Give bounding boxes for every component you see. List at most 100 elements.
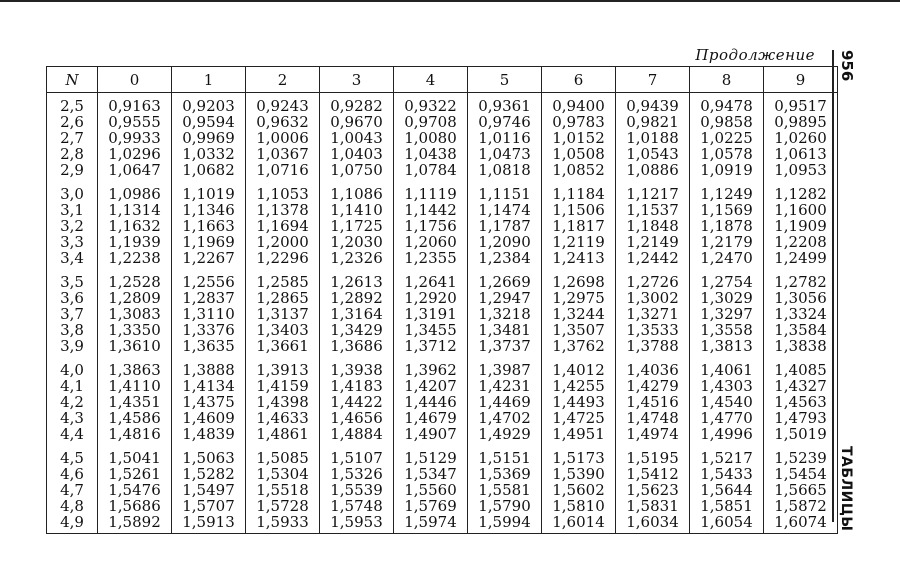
table-cell: 1,4540 [689, 394, 764, 410]
table-cell: 1,5085 [245, 445, 320, 466]
table-cell: 0,9632 [245, 114, 320, 130]
table-cell: 1,5282 [171, 466, 246, 482]
table-cell: 1,1969 [171, 234, 246, 250]
table-cell: 1,1249 [689, 181, 764, 202]
table-cell: 1,2267 [171, 250, 246, 269]
table-cell: 1,0006 [245, 130, 320, 146]
table-cell: 1,4516 [615, 394, 690, 410]
table-cell: 1,3507 [541, 322, 616, 338]
table-cell: 1,5707 [171, 498, 246, 514]
column-header: 9 [763, 66, 838, 93]
table-cell: 1,3813 [689, 338, 764, 357]
table-body: 2,5 0,9163 0,9203 0,9243 0,9282 0,9322 0,9361 0… [46, 92, 838, 534]
table-cell: 1,3403 [245, 322, 320, 338]
table-cell: 0,9933 [97, 130, 172, 146]
table-cell: 1,1151 [467, 181, 542, 202]
table-cell: 0,9282 [319, 92, 394, 114]
table-cell: 1,1939 [97, 234, 172, 250]
row-label: 4,7 [46, 482, 98, 498]
table-cell: 1,3083 [97, 306, 172, 322]
table-cell: 0,9555 [97, 114, 172, 130]
table-cell: 1,3297 [689, 306, 764, 322]
table-cell: 1,0508 [541, 146, 616, 162]
table-cell: 1,1119 [393, 181, 468, 202]
column-header: 1 [171, 66, 246, 93]
table-cell: 1,5872 [763, 498, 838, 514]
table-cell: 1,4134 [171, 378, 246, 394]
table-cell: 1,2920 [393, 290, 468, 306]
row-label: 3,8 [46, 322, 98, 338]
table-cell: 1,1410 [319, 202, 394, 218]
table-cell: 1,2809 [97, 290, 172, 306]
row-label: 3,3 [46, 234, 98, 250]
table-cell: 1,4231 [467, 378, 542, 394]
table-cell: 1,4085 [763, 357, 838, 378]
table-cell: 1,1848 [615, 218, 690, 234]
row-label: 4,8 [46, 498, 98, 514]
row-label: 2,5 [46, 92, 98, 114]
table-cell: 1,5454 [763, 466, 838, 482]
table-cell: 1,4974 [615, 426, 690, 445]
table-cell: 1,3838 [763, 338, 838, 357]
table-cell: 1,2556 [171, 269, 246, 290]
table-cell: 1,2528 [97, 269, 172, 290]
table-cell: 1,3429 [319, 322, 394, 338]
table-cell: 1,0716 [245, 162, 320, 181]
table-cell: 1,5217 [689, 445, 764, 466]
table-row: 4,2 1,4351 1,4375 1,4398 1,4422 1,4446 1,4469 1… [46, 394, 838, 410]
column-header: 2 [245, 66, 320, 93]
table-cell: 1,5665 [763, 482, 838, 498]
table-cell: 1,5623 [615, 482, 690, 498]
table-cell: 1,5412 [615, 466, 690, 482]
table-cell: 0,9969 [171, 130, 246, 146]
table-cell: 1,5063 [171, 445, 246, 466]
table-cell: 1,1217 [615, 181, 690, 202]
row-label: 2,8 [46, 146, 98, 162]
table-cell: 1,2782 [763, 269, 838, 290]
table-row: 2,5 0,9163 0,9203 0,9243 0,9282 0,9322 0,9361 0… [46, 92, 838, 114]
table-cell: 1,3938 [319, 357, 394, 378]
table-cell: 1,2000 [245, 234, 320, 250]
row-label: 3,6 [46, 290, 98, 306]
table-cell: 1,5239 [763, 445, 838, 466]
table-cell: 1,2119 [541, 234, 616, 250]
table-cell: 1,4303 [689, 378, 764, 394]
table-cell: 0,9400 [541, 92, 616, 114]
table-cell: 1,2837 [171, 290, 246, 306]
table-cell: 0,9243 [245, 92, 320, 114]
table-cell: 1,0919 [689, 162, 764, 181]
table-row: 4,1 1,4110 1,4134 1,4159 1,4183 1,4207 1,4231 1… [46, 378, 838, 394]
table-cell: 1,3610 [97, 338, 172, 357]
table-cell: 1,0818 [467, 162, 542, 181]
table-cell: 1,2892 [319, 290, 394, 306]
table-cell: 1,6074 [763, 514, 838, 534]
row-label: 4,0 [46, 357, 98, 378]
page-number: 956 [838, 50, 856, 82]
table-cell: 1,4907 [393, 426, 468, 445]
table-cell: 1,1053 [245, 181, 320, 202]
table-cell: 1,0080 [393, 130, 468, 146]
table-cell: 1,5831 [615, 498, 690, 514]
table-cell: 1,1442 [393, 202, 468, 218]
table-cell: 1,3481 [467, 322, 542, 338]
table-cell: 1,1817 [541, 218, 616, 234]
table-cell: 1,4493 [541, 394, 616, 410]
table-cell: 1,0886 [615, 162, 690, 181]
table-cell: 1,2499 [763, 250, 838, 269]
table-cell: 1,4327 [763, 378, 838, 394]
row-label: 4,3 [46, 410, 98, 426]
table-cell: 1,1569 [689, 202, 764, 218]
table-cell: 1,3029 [689, 290, 764, 306]
table-cell: 1,6034 [615, 514, 690, 534]
row-label: 4,2 [46, 394, 98, 410]
table-cell: 1,2698 [541, 269, 616, 290]
table-cell: 1,3762 [541, 338, 616, 357]
table-cell: 1,0043 [319, 130, 394, 146]
table-cell: 1,2975 [541, 290, 616, 306]
table-cell: 1,5304 [245, 466, 320, 482]
table-cell: 1,2384 [467, 250, 542, 269]
table-cell: 1,0578 [689, 146, 764, 162]
table-cell: 1,3002 [615, 290, 690, 306]
table-cell: 1,1506 [541, 202, 616, 218]
